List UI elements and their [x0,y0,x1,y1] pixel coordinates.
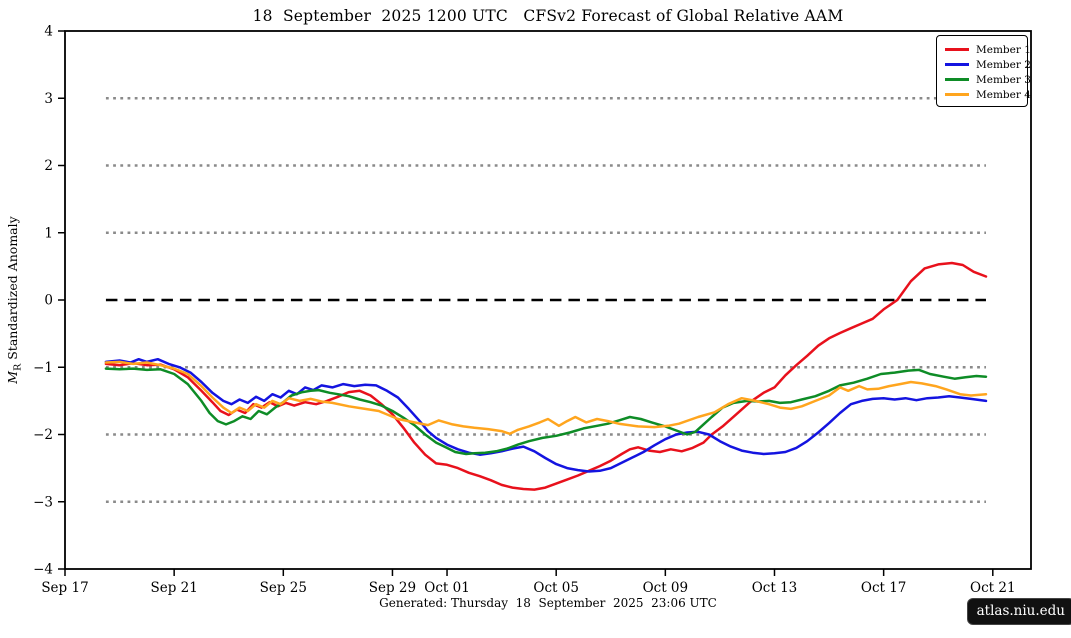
x-tick-label: Sep 17 [41,580,88,596]
x-tick-label: Oct 13 [752,580,798,596]
x-tick-label: Sep 21 [150,580,197,596]
x-tick-label: Sep 25 [260,580,307,596]
y-tick-label: 1 [44,225,53,241]
y-tick-label: −4 [33,562,53,578]
legend-item-member-2: Member 2 [945,57,1031,72]
y-tick-label: 0 [44,293,53,309]
y-tick-label: −1 [33,360,53,376]
series-line-member-3 [104,367,988,456]
legend-item-member-1: Member 1 [945,42,1031,57]
series-line-member-2 [104,357,988,473]
series-line-member-1 [104,261,988,491]
x-tick-label: Oct 05 [533,580,579,596]
x-tick-label: Oct 17 [861,580,907,596]
generated-timestamp: Generated: Thursday 18 September 2025 23… [379,596,717,610]
y-tick-label: −2 [33,427,53,443]
legend-item-member-3: Member 3 [945,72,1031,87]
y-tick-label: 4 [44,24,53,40]
legend-label-member-2: Member 2 [976,58,1031,71]
legend-swatch-member-4-icon [945,93,969,96]
chart-title: 18 September 2025 1200 UTC CFSv2 Forecas… [252,7,844,25]
x-tick-label: Oct 21 [970,580,1016,596]
legend-label-member-4: Member 4 [976,88,1031,101]
x-tick-label: Sep 29 [369,580,416,596]
y-tick-label: 3 [44,91,53,107]
legend: Member 1 Member 2 Member 3 Member 4 [936,35,1031,107]
x-tick-label: Oct 01 [424,580,470,596]
atlas-watermark-badge: atlas.niu.edu [966,598,1071,625]
legend-item-member-4: Member 4 [945,87,1031,102]
y-tick-label: −3 [33,494,53,510]
legend-swatch-member-3-icon [945,78,969,81]
y-tick-label: 2 [44,158,53,174]
legend-label-member-1: Member 1 [976,43,1031,56]
legend-swatch-member-1-icon [945,48,969,51]
legend-swatch-member-2-icon [945,63,969,66]
x-tick-label: Oct 09 [643,580,689,596]
series-line-member-4 [104,360,988,436]
legend-label-member-3: Member 3 [976,73,1031,86]
